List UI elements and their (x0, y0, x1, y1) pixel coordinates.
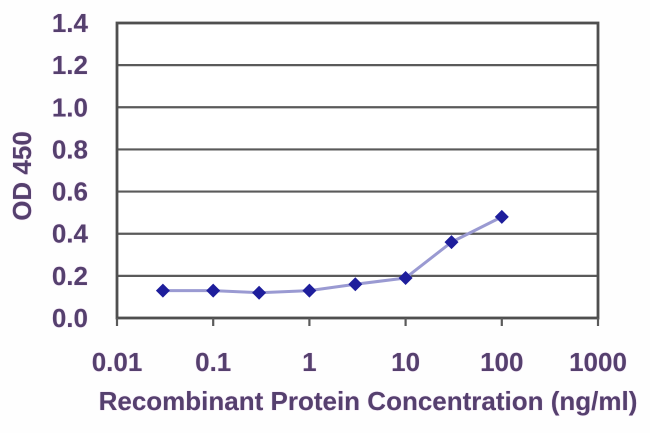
y-tick-label: 1.2 (52, 50, 88, 80)
chart-generated-layer: 0.01 0.1 1 10 100 1000 0.0 0.2 0.4 0.6 0.8 1.0 1.2 1.… (52, 8, 627, 377)
y-tick-label: 0.6 (52, 177, 88, 207)
data-point-marker (444, 235, 459, 250)
data-point-marker (252, 285, 267, 300)
plot-background (117, 23, 598, 318)
x-tick-label: 1 (302, 347, 316, 377)
x-tick-label: 0.01 (92, 347, 143, 377)
plot-border (115, 21, 600, 320)
y-tick-label: 0.0 (52, 303, 88, 333)
data-point-marker (302, 283, 317, 298)
series-line (162, 215, 503, 295)
y-tick-label: 1.4 (52, 8, 89, 38)
x-tick-label: 10 (391, 347, 420, 377)
data-point-marker (155, 283, 170, 298)
x-tick-label: 100 (480, 347, 523, 377)
x-tick-label: 1000 (569, 347, 627, 377)
y-tick-label: 0.2 (52, 261, 88, 291)
y-axis-title: OD 450 (7, 131, 37, 221)
y-tick-label: 0.8 (52, 134, 88, 164)
data-point-marker (494, 209, 509, 224)
x-tick-label: 0.1 (195, 347, 231, 377)
y-tick-label: 0.4 (52, 219, 89, 249)
data-point-marker (348, 277, 363, 292)
y-tick-label: 1.0 (52, 92, 88, 122)
data-point-marker (206, 283, 221, 298)
x-axis-title: Recombinant Protein Concentration (ng/ml… (99, 386, 638, 416)
data-point-marker (398, 270, 413, 285)
